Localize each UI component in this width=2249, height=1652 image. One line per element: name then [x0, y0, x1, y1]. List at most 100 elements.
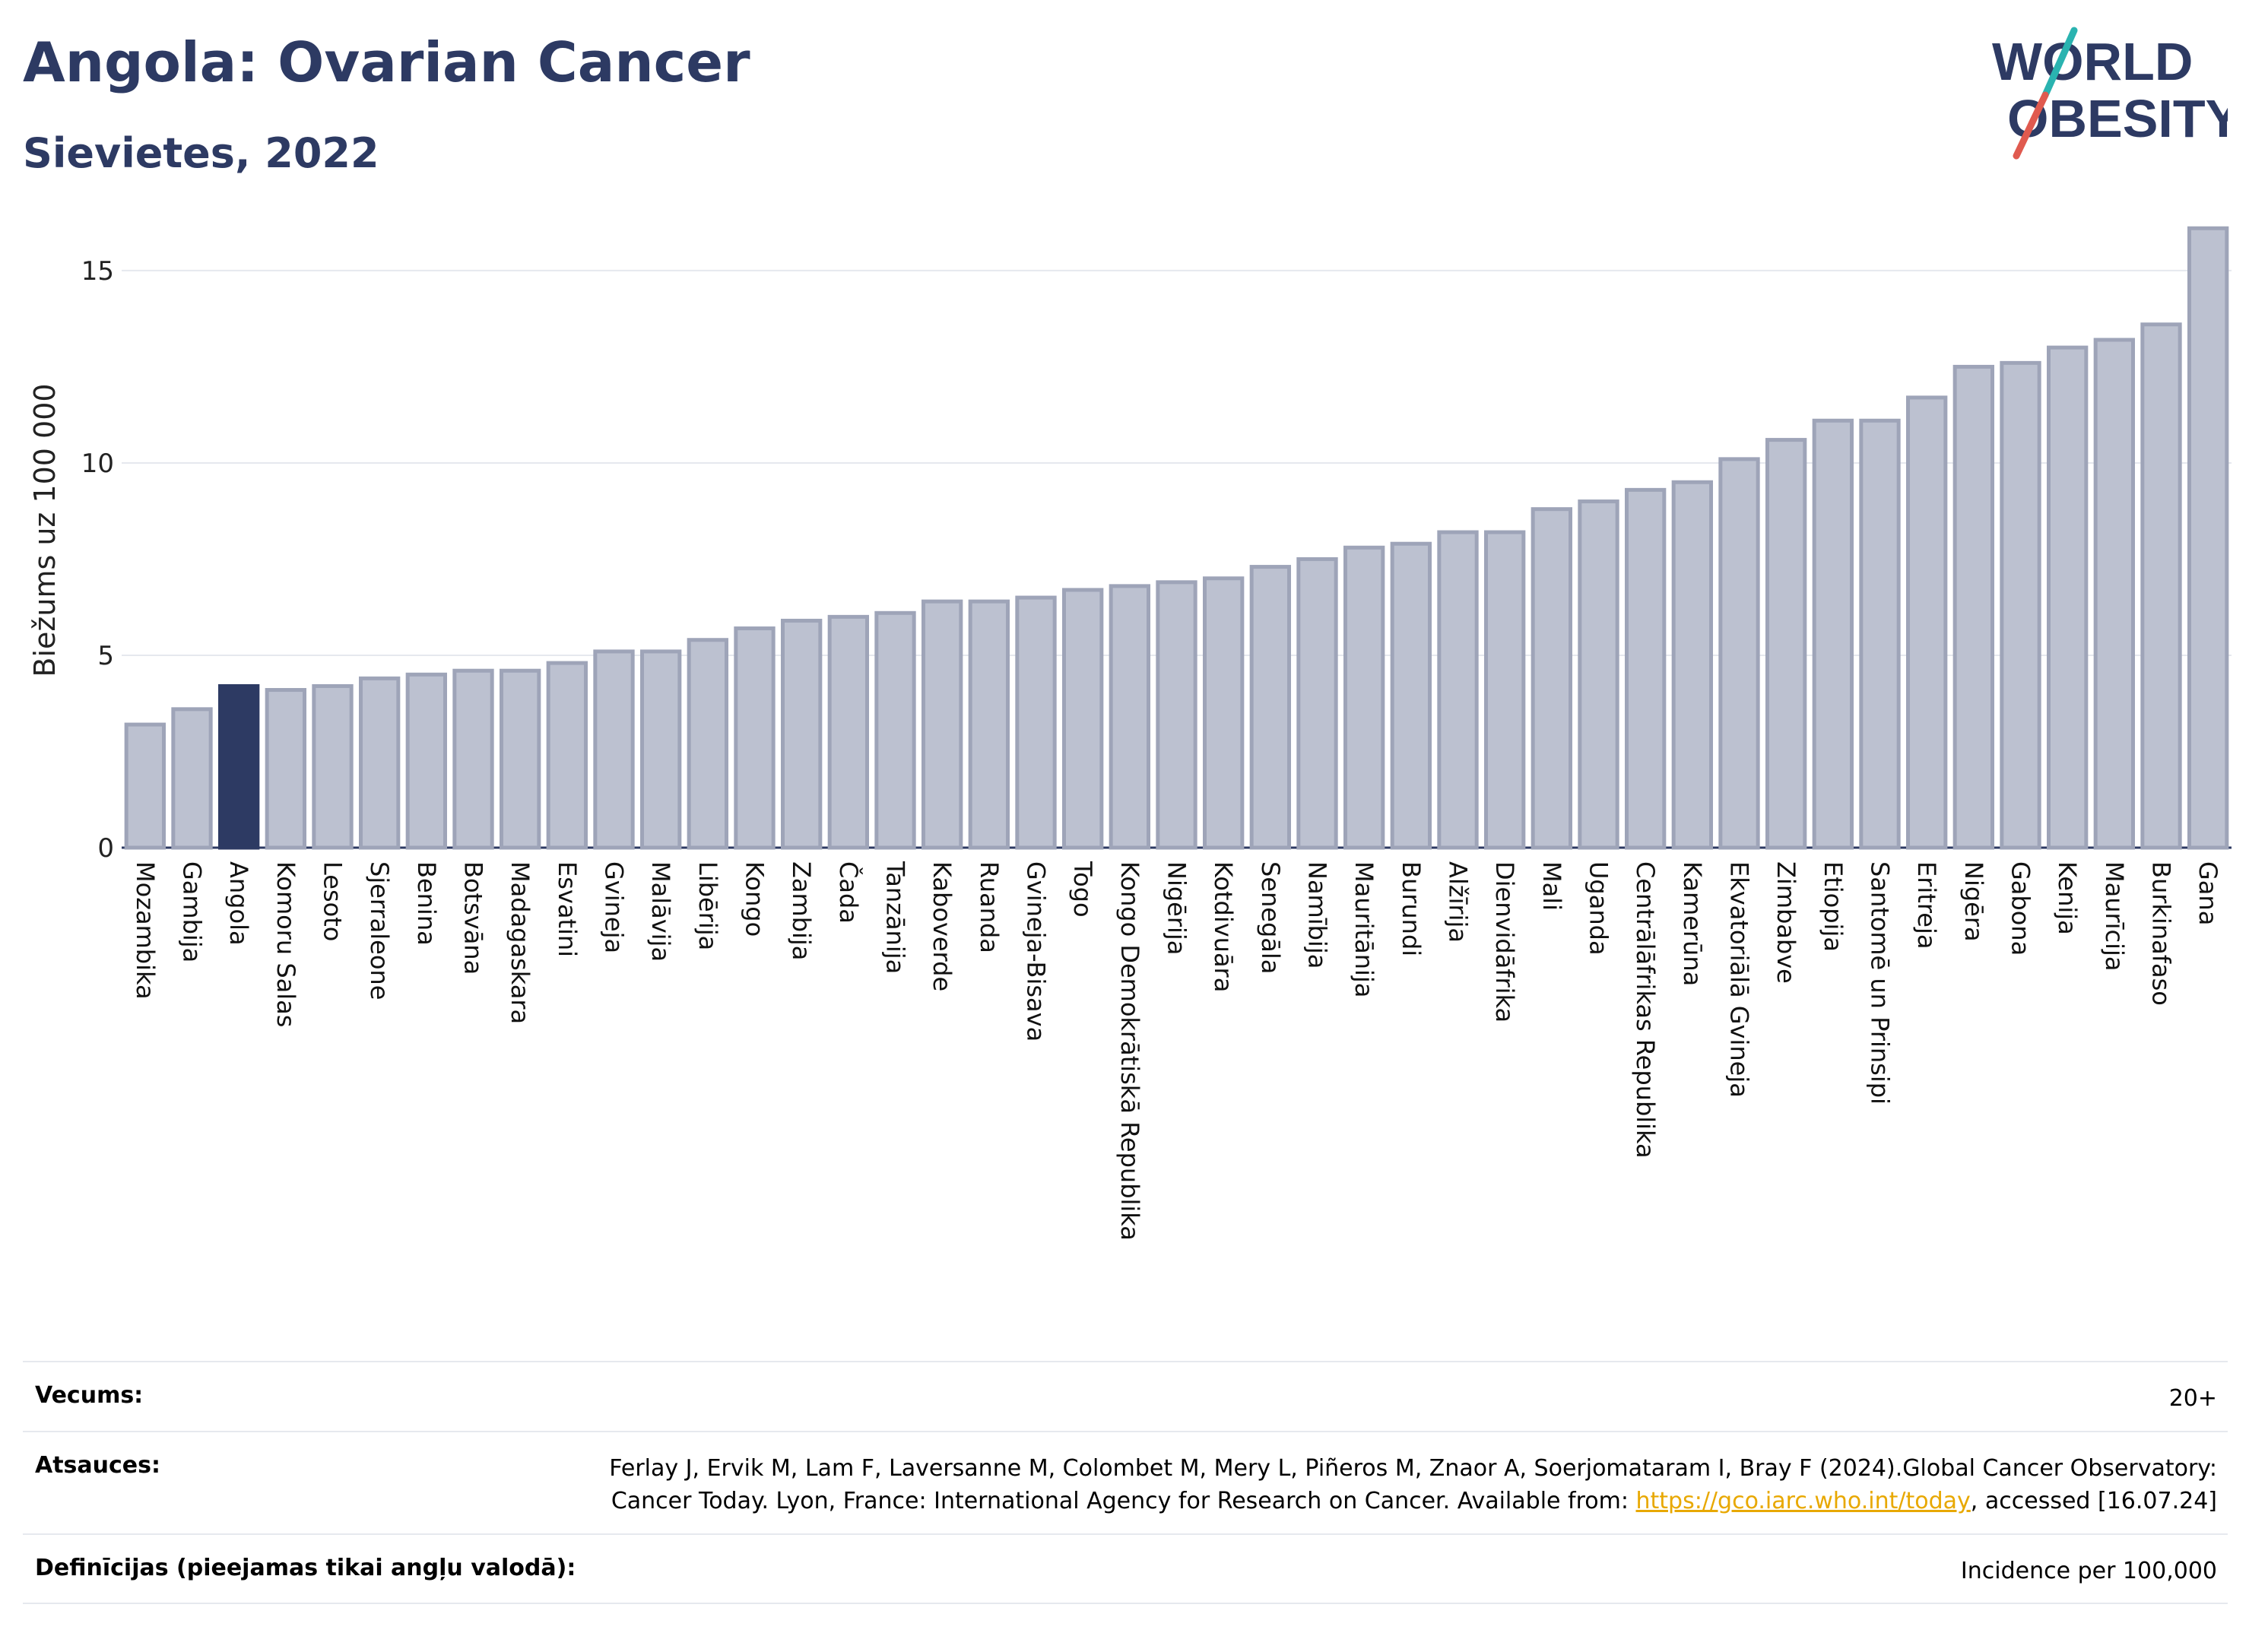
definitions-value: Incidence per 100,000 [1960, 1557, 2217, 1584]
x-tick-label: Sjerraleone [365, 861, 394, 1000]
x-tick-label: Gvineja [600, 861, 629, 953]
x-tick-label: Zambija [787, 861, 816, 960]
sources-text: Ferlay J, Ervik M, Lam F, Laversanne M, … [609, 1454, 2217, 1515]
x-tick-label: Libērija [693, 861, 722, 950]
bar [405, 672, 448, 850]
logo-slash-teal [2041, 27, 2078, 99]
bar [781, 618, 823, 850]
x-tick-label: Kaboverde [928, 861, 956, 991]
sources-label: Atsauces: [35, 1451, 160, 1479]
bar [1812, 418, 1854, 850]
x-tick-label: Lesoto [319, 861, 347, 941]
x-tick-label: Kotdivuāra [1209, 861, 1238, 992]
bar [2187, 226, 2229, 850]
x-tick-label: Čada [834, 861, 864, 924]
chart-subtitle: Sievietes, 2022 [23, 129, 379, 177]
bar [1906, 395, 1948, 850]
definitions-label: Definīcijas (pieejamas tikai angļu valod… [35, 1554, 576, 1581]
x-tick-label: Tanzānija [881, 861, 910, 974]
bar [2047, 345, 2089, 850]
bar [312, 683, 354, 850]
bar [874, 610, 916, 850]
bar [1578, 499, 1619, 850]
x-tick-label: Burkinafaso [2147, 861, 2176, 1006]
x-tick-label: Komoru Salas [271, 861, 300, 1027]
sources-value: Ferlay J, Ervik M, Lam F, Laversanne M, … [544, 1452, 2217, 1518]
y-tick-label: 15 [81, 256, 114, 287]
x-tick-label: Ruanda [975, 861, 1004, 953]
bar [265, 688, 306, 850]
bar [1531, 507, 1572, 850]
x-tick-label: Togo [1068, 861, 1097, 918]
y-tick-label: 0 [97, 833, 114, 864]
x-tick-label: Alžīrija [1444, 861, 1473, 943]
bar [827, 614, 869, 850]
bar [687, 638, 729, 850]
bar [1952, 364, 1995, 850]
x-tick-label: Kongo Demokrātiskā Republika [1115, 861, 1144, 1241]
bar [921, 599, 963, 850]
bar [1203, 576, 1245, 850]
x-tick-label: Esvatini [553, 861, 582, 957]
chart-title: Angola: Ovarian Cancer [23, 30, 750, 94]
bar [1249, 565, 1291, 850]
bar [2000, 360, 2041, 850]
x-tick-label: Nigēra [1959, 861, 1988, 942]
x-tick-label: Botsvāna [459, 861, 488, 975]
bar [171, 707, 213, 850]
bar [593, 649, 635, 850]
bar [1765, 438, 1807, 850]
bar [640, 649, 682, 850]
y-tick-label: 10 [81, 449, 114, 479]
x-tick-label: Benina [412, 861, 441, 946]
logo-line1: WORLD [1992, 32, 2193, 91]
bars [124, 226, 2229, 850]
x-tick-label: Gana [2193, 861, 2222, 925]
bar-chart: 0 5 10 15 Mozambika Gambija Angola Komoru Sala… [28, 226, 2232, 1241]
bar [359, 676, 401, 850]
sources-link[interactable]: https://gco.iarc.who.int/today [1635, 1488, 1971, 1514]
x-tick-label: Nigērija [1163, 861, 1191, 955]
x-tick-label: Namībija [1303, 861, 1332, 969]
age-label: Vecums: [35, 1382, 144, 1409]
x-tick-label: Ekvatoriālā Gvineja [1725, 861, 1754, 1098]
definitions-row: Definīcijas (pieejamas tikai angļu valod… [23, 1533, 2228, 1604]
x-tick-label: Gambija [178, 861, 207, 962]
y-tick-label: 5 [97, 641, 114, 671]
x-tick-label: Malāvija [646, 861, 675, 962]
x-tick-label: Santomē un Prinsipi [1866, 861, 1895, 1105]
bar [1625, 487, 1667, 850]
bar [1437, 530, 1479, 850]
x-tick-label: Eritreja [1912, 861, 1941, 949]
bar [1343, 545, 1385, 850]
x-tick-label: Etiopija [1819, 861, 1848, 952]
x-tick-label: Mali [1537, 861, 1566, 911]
world-obesity-logo: WORLD OBESITY [1992, 27, 2228, 160]
x-tick-label: Mauritānija [1350, 861, 1378, 997]
x-axis-labels: Mozambika Gambija Angola Komoru Salas Lesoto… [131, 861, 2222, 1241]
x-tick-label: Centrālāfrikas Republika [1631, 861, 1660, 1159]
bar [452, 668, 494, 850]
x-tick-label: Uganda [1584, 861, 1613, 956]
x-tick-label: Gvineja-Bisava [1022, 861, 1051, 1042]
sources-row: Atsauces: Ferlay J, Ervik M, Lam F, Lave… [23, 1430, 2228, 1533]
bar [2093, 338, 2136, 850]
info-table: Vecums: 20+ Atsauces: Ferlay J, Ervik M,… [23, 1361, 2228, 1604]
x-tick-label: Angola [224, 861, 253, 946]
bar [546, 661, 588, 850]
bar [1156, 580, 1197, 850]
bar [218, 683, 260, 850]
x-tick-label: Maurīcija [2100, 861, 2129, 972]
x-tick-label: Madagaskara [506, 861, 534, 1024]
bar [1484, 530, 1526, 850]
x-tick-label: Zimbabve [1772, 861, 1800, 984]
x-tick-label: Kamerūna [1678, 861, 1707, 986]
bar [124, 722, 167, 850]
bar [1109, 584, 1150, 850]
x-tick-label: Kongo [741, 861, 769, 937]
bar [1390, 541, 1432, 850]
bar [1718, 457, 1760, 850]
y-axis-ticks: 0 5 10 15 [81, 256, 114, 864]
bar [500, 668, 541, 850]
bar [1671, 480, 1714, 850]
